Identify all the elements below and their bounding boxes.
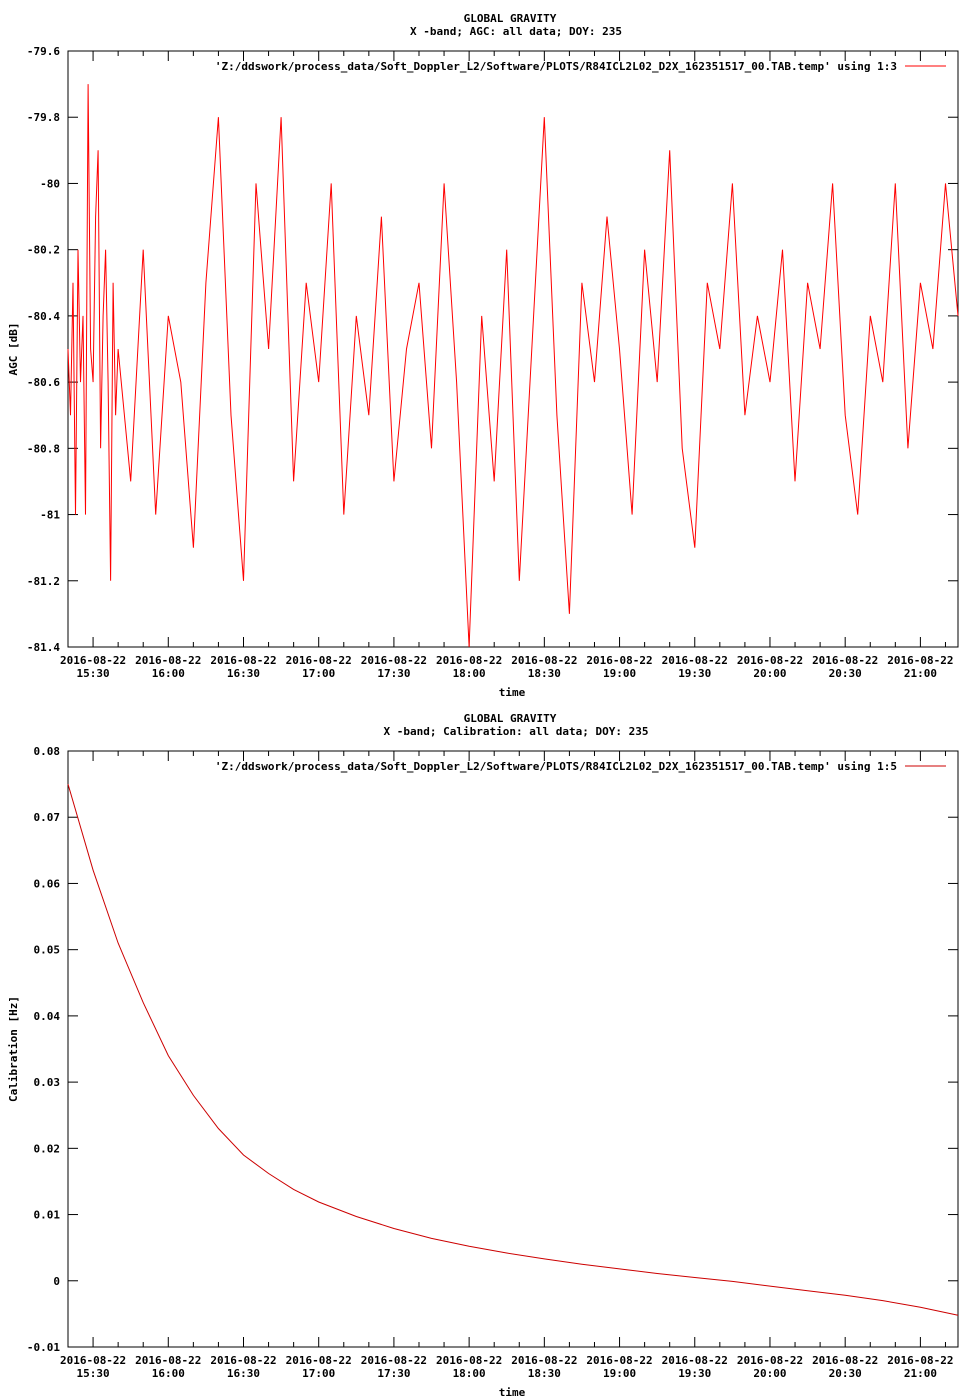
y-axis-label: Calibration [Hz] [7,996,20,1102]
x-tick-label: 17:30 [377,1367,410,1380]
y-tick-label: -79.8 [27,111,60,124]
x-tick-label: 2016-08-22 [210,1354,276,1367]
x-tick-label: 2016-08-22 [436,654,502,667]
y-tick-label: -80.8 [27,442,60,455]
y-tick-label: 0.05 [34,944,61,957]
y-tick-label: 0.02 [34,1142,61,1155]
chart-subtitle: X -band; AGC: all data; DOY: 235 [410,25,622,38]
x-tick-label: 18:00 [453,667,486,680]
x-axis-label: time [499,686,526,699]
x-tick-label: 15:30 [77,667,110,680]
legend: 'Z:/ddswork/process_data/Soft_Doppler_L2… [215,760,946,773]
y-axis-label: AGC [dB] [7,323,20,376]
x-tick-label: 15:30 [77,1367,110,1380]
x-tick-label: 2016-08-22 [662,1354,728,1367]
x-tick-label: 20:00 [753,667,786,680]
chart-title: GLOBAL GRAVITY [464,12,557,25]
y-tick-label: 0.06 [34,877,61,890]
x-tick-label: 17:30 [377,667,410,680]
x-tick-label: 2016-08-22 [511,654,577,667]
x-axis: 2016-08-2215:302016-08-2216:002016-08-22… [60,51,954,680]
y-tick-label: 0 [53,1275,60,1288]
series-line [67,84,959,648]
x-tick-label: 2016-08-22 [286,1354,352,1367]
x-tick-label: 2016-08-22 [887,1354,953,1367]
y-tick-label: 0.08 [34,745,61,758]
agc-panel: GLOBAL GRAVITY X -band; AGC: all data; D… [7,12,959,699]
x-tick-label: 18:30 [528,667,561,680]
y-tick-label: 0.07 [34,811,61,824]
x-tick-label: 2016-08-22 [135,1354,201,1367]
x-tick-label: 19:00 [603,667,636,680]
y-tick-label: 0.03 [34,1076,61,1089]
x-tick-label: 19:30 [678,667,711,680]
x-tick-label: 19:30 [678,1367,711,1380]
series-layer [67,84,959,648]
x-tick-label: 16:30 [227,1367,260,1380]
x-tick-label: 2016-08-22 [737,1354,803,1367]
series-line [67,783,959,1316]
x-tick-label: 17:00 [302,1367,335,1380]
x-tick-label: 2016-08-22 [135,654,201,667]
x-tick-label: 2016-08-22 [812,1354,878,1367]
x-tick-label: 20:30 [829,667,862,680]
y-axis: 0.08 0.07 0.06 0.05 0.04 0.03 0.02 0.01 0 -0.01 [27,745,958,1354]
x-tick-label: 2016-08-22 [436,1354,502,1367]
x-tick-label: 17:00 [302,667,335,680]
y-tick-label: -80.4 [27,310,60,323]
legend: 'Z:/ddswork/process_data/Soft_Doppler_L2… [215,60,946,73]
x-tick-label: 21:00 [904,667,937,680]
x-tick-label: 2016-08-22 [662,654,728,667]
x-tick-label: 2016-08-22 [361,1354,427,1367]
legend-entry: 'Z:/ddswork/process_data/Soft_Doppler_L2… [215,760,897,773]
legend-entry: 'Z:/ddswork/process_data/Soft_Doppler_L2… [215,60,897,73]
x-tick-label: 20:00 [753,1367,786,1380]
x-axis: 2016-08-2215:302016-08-2216:002016-08-22… [60,751,954,1380]
x-tick-label: 2016-08-22 [60,1354,126,1367]
series-layer [67,783,959,1316]
y-tick-label: -79.6 [27,45,60,58]
x-tick-label: 2016-08-22 [286,654,352,667]
x-axis-label: time [499,1386,526,1399]
chart-title: GLOBAL GRAVITY [464,712,557,725]
x-tick-label: 16:30 [227,667,260,680]
x-tick-label: 19:00 [603,1367,636,1380]
plot-frame [67,50,959,648]
calibration-panel: GLOBAL GRAVITY X -band; Calibration: all… [7,712,959,1399]
x-tick-label: 2016-08-22 [812,654,878,667]
y-tick-label: 0.01 [34,1209,61,1222]
x-tick-label: 16:00 [152,1367,185,1380]
y-tick-label: -80.2 [27,244,60,257]
y-tick-label: -80.6 [27,376,60,389]
y-tick-label: -81.2 [27,575,60,588]
y-tick-label: -0.01 [27,1341,60,1354]
x-tick-label: 2016-08-22 [586,654,652,667]
x-tick-label: 18:30 [528,1367,561,1380]
x-tick-label: 16:00 [152,667,185,680]
x-tick-label: 2016-08-22 [737,654,803,667]
y-tick-label: -81.4 [27,641,60,654]
x-tick-label: 2016-08-22 [361,654,427,667]
x-tick-label: 18:00 [453,1367,486,1380]
y-tick-label: -80 [40,177,60,190]
x-tick-label: 20:30 [829,1367,862,1380]
y-tick-label: 0.04 [34,1010,61,1023]
x-tick-label: 21:00 [904,1367,937,1380]
x-tick-label: 2016-08-22 [210,654,276,667]
x-tick-label: 2016-08-22 [586,1354,652,1367]
x-tick-label: 2016-08-22 [511,1354,577,1367]
x-tick-label: 2016-08-22 [60,654,126,667]
plot-frame [67,750,959,1348]
y-tick-label: -81 [40,509,60,522]
x-tick-label: 2016-08-22 [887,654,953,667]
chart-subtitle: X -band; Calibration: all data; DOY: 235 [384,725,649,738]
